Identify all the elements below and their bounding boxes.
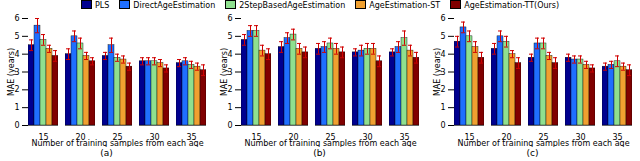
html-text:DirectAgeEstimation: DirectAgeEstimation xyxy=(133,1,216,10)
html-text:AgeEstimation-TT(Ours): AgeEstimation-TT(Ours) xyxy=(464,1,560,10)
svg-text:3: 3 xyxy=(14,67,20,77)
svg-text:6: 6 xyxy=(440,14,445,23)
svg-text:2: 2 xyxy=(227,85,233,95)
svg-text:2: 2 xyxy=(14,85,20,95)
svg-text:0: 0 xyxy=(14,121,19,130)
svg-text:4: 4 xyxy=(14,49,20,59)
svg-text:4: 4 xyxy=(440,49,446,59)
html-text:2StepBasedAgeEstimation: 2StepBasedAgeEstimation xyxy=(239,1,346,10)
svg-text:MAE (years): MAE (years) xyxy=(7,48,16,96)
html-text:PLS: PLS xyxy=(94,1,110,10)
svg-text:1: 1 xyxy=(14,103,19,112)
svg-text:4: 4 xyxy=(227,49,233,59)
html-text:(b): (b) xyxy=(313,148,326,158)
svg-text:6: 6 xyxy=(227,14,232,23)
svg-text:2: 2 xyxy=(440,85,446,95)
svg-text:0: 0 xyxy=(440,121,445,130)
svg-text:5: 5 xyxy=(14,32,19,41)
svg-text:MAE (years): MAE (years) xyxy=(220,48,229,96)
svg-text:1: 1 xyxy=(440,103,445,112)
html-text:(a): (a) xyxy=(100,148,113,158)
svg-text:6: 6 xyxy=(14,14,19,23)
svg-text:0: 0 xyxy=(227,121,232,130)
svg-text:5: 5 xyxy=(227,32,232,41)
svg-text:5: 5 xyxy=(440,32,445,41)
svg-text:MAE (years): MAE (years) xyxy=(433,48,442,96)
html-text:(c): (c) xyxy=(526,148,539,158)
html-text:AgeEstimation-ST: AgeEstimation-ST xyxy=(369,1,441,10)
svg-text:3: 3 xyxy=(440,67,446,77)
svg-text:1: 1 xyxy=(227,103,232,112)
svg-text:Number of training samples fro: Number of training samples from each age xyxy=(457,139,629,148)
svg-text:3: 3 xyxy=(227,67,233,77)
svg-text:Number of training samples fro: Number of training samples from each age xyxy=(244,139,416,148)
svg-text:Number of training samples fro: Number of training samples from each age xyxy=(31,139,203,148)
